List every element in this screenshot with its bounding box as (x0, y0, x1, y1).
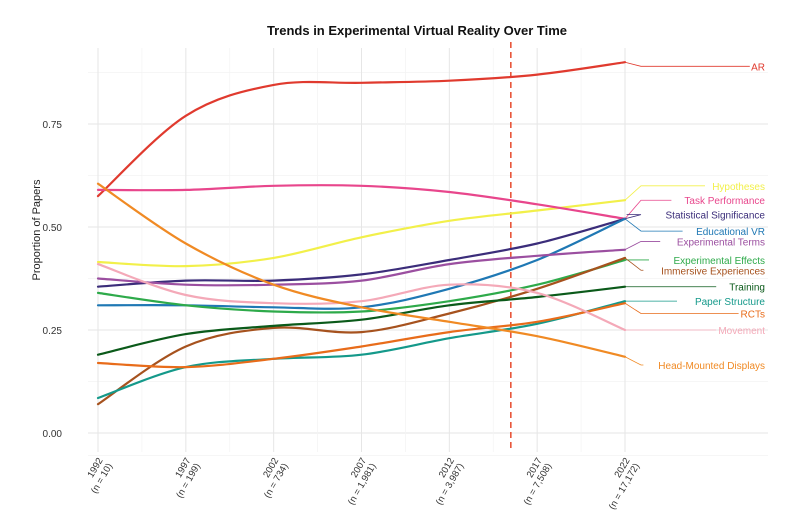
series-labels: AR Hypotheses Task Performance Statistical … (624, 61, 766, 372)
series-label-paper-structure: Paper Structure (695, 297, 765, 308)
y-tick-label: 0.50 (43, 223, 63, 234)
series-line-task-performance (96, 184, 627, 220)
series-line-experimental-terms (96, 248, 627, 287)
series-line-experimental-effects (96, 258, 627, 314)
series-line-immersive-experiences (96, 256, 627, 406)
series-line-hypotheses (96, 199, 627, 268)
series-label-training: Training (729, 283, 765, 294)
series-label-leader-task-performance (624, 199, 672, 220)
chart-title: Trends in Experimental Virtual Reality O… (267, 23, 567, 38)
y-axis-label: Proportion of Papers (31, 179, 43, 280)
series-line-ar (96, 61, 627, 198)
series-lines (96, 61, 627, 406)
series-label-leader-hypotheses (624, 185, 705, 201)
series-label-leader-statistical-significance (624, 214, 642, 220)
series-line-rcts (96, 302, 627, 369)
series-line-head-mounted-displays (96, 182, 627, 358)
y-tick-label: 0.00 (43, 429, 63, 440)
series-label-immersive-experiences: Immersive Experiences (661, 266, 765, 277)
series-label-educational-vr: Educational VR (696, 227, 765, 238)
y-tick-label: 0.25 (43, 326, 63, 337)
series-label-leader-ar (624, 61, 750, 67)
y-tick-label: 0.75 (43, 120, 63, 131)
series-line-statistical-significance (96, 217, 627, 288)
series-label-task-performance: Task Performance (684, 196, 765, 207)
series-label-statistical-significance: Statistical Significance (666, 211, 766, 222)
series-label-leader-head-mounted-displays (624, 356, 644, 366)
series-label-experimental-effects: Experimental Effects (673, 256, 765, 267)
series-line-movement (96, 263, 627, 332)
series-label-leader-immersive-experiences (624, 257, 644, 271)
series-label-leader-experimental-terms (624, 241, 661, 251)
series-label-leader-educational-vr (624, 218, 683, 232)
series-line-training (96, 285, 627, 356)
series-label-head-mounted-displays: Head-Mounted Displays (658, 361, 765, 372)
series-label-ar: AR (751, 62, 765, 73)
series-label-movement: Movement (718, 326, 765, 337)
series-label-rcts: RCTs (741, 310, 765, 321)
series-label-leader-rcts (624, 302, 739, 314)
series-label-hypotheses: Hypotheses (712, 182, 765, 193)
series-label-experimental-terms: Experimental Terms (677, 237, 765, 248)
